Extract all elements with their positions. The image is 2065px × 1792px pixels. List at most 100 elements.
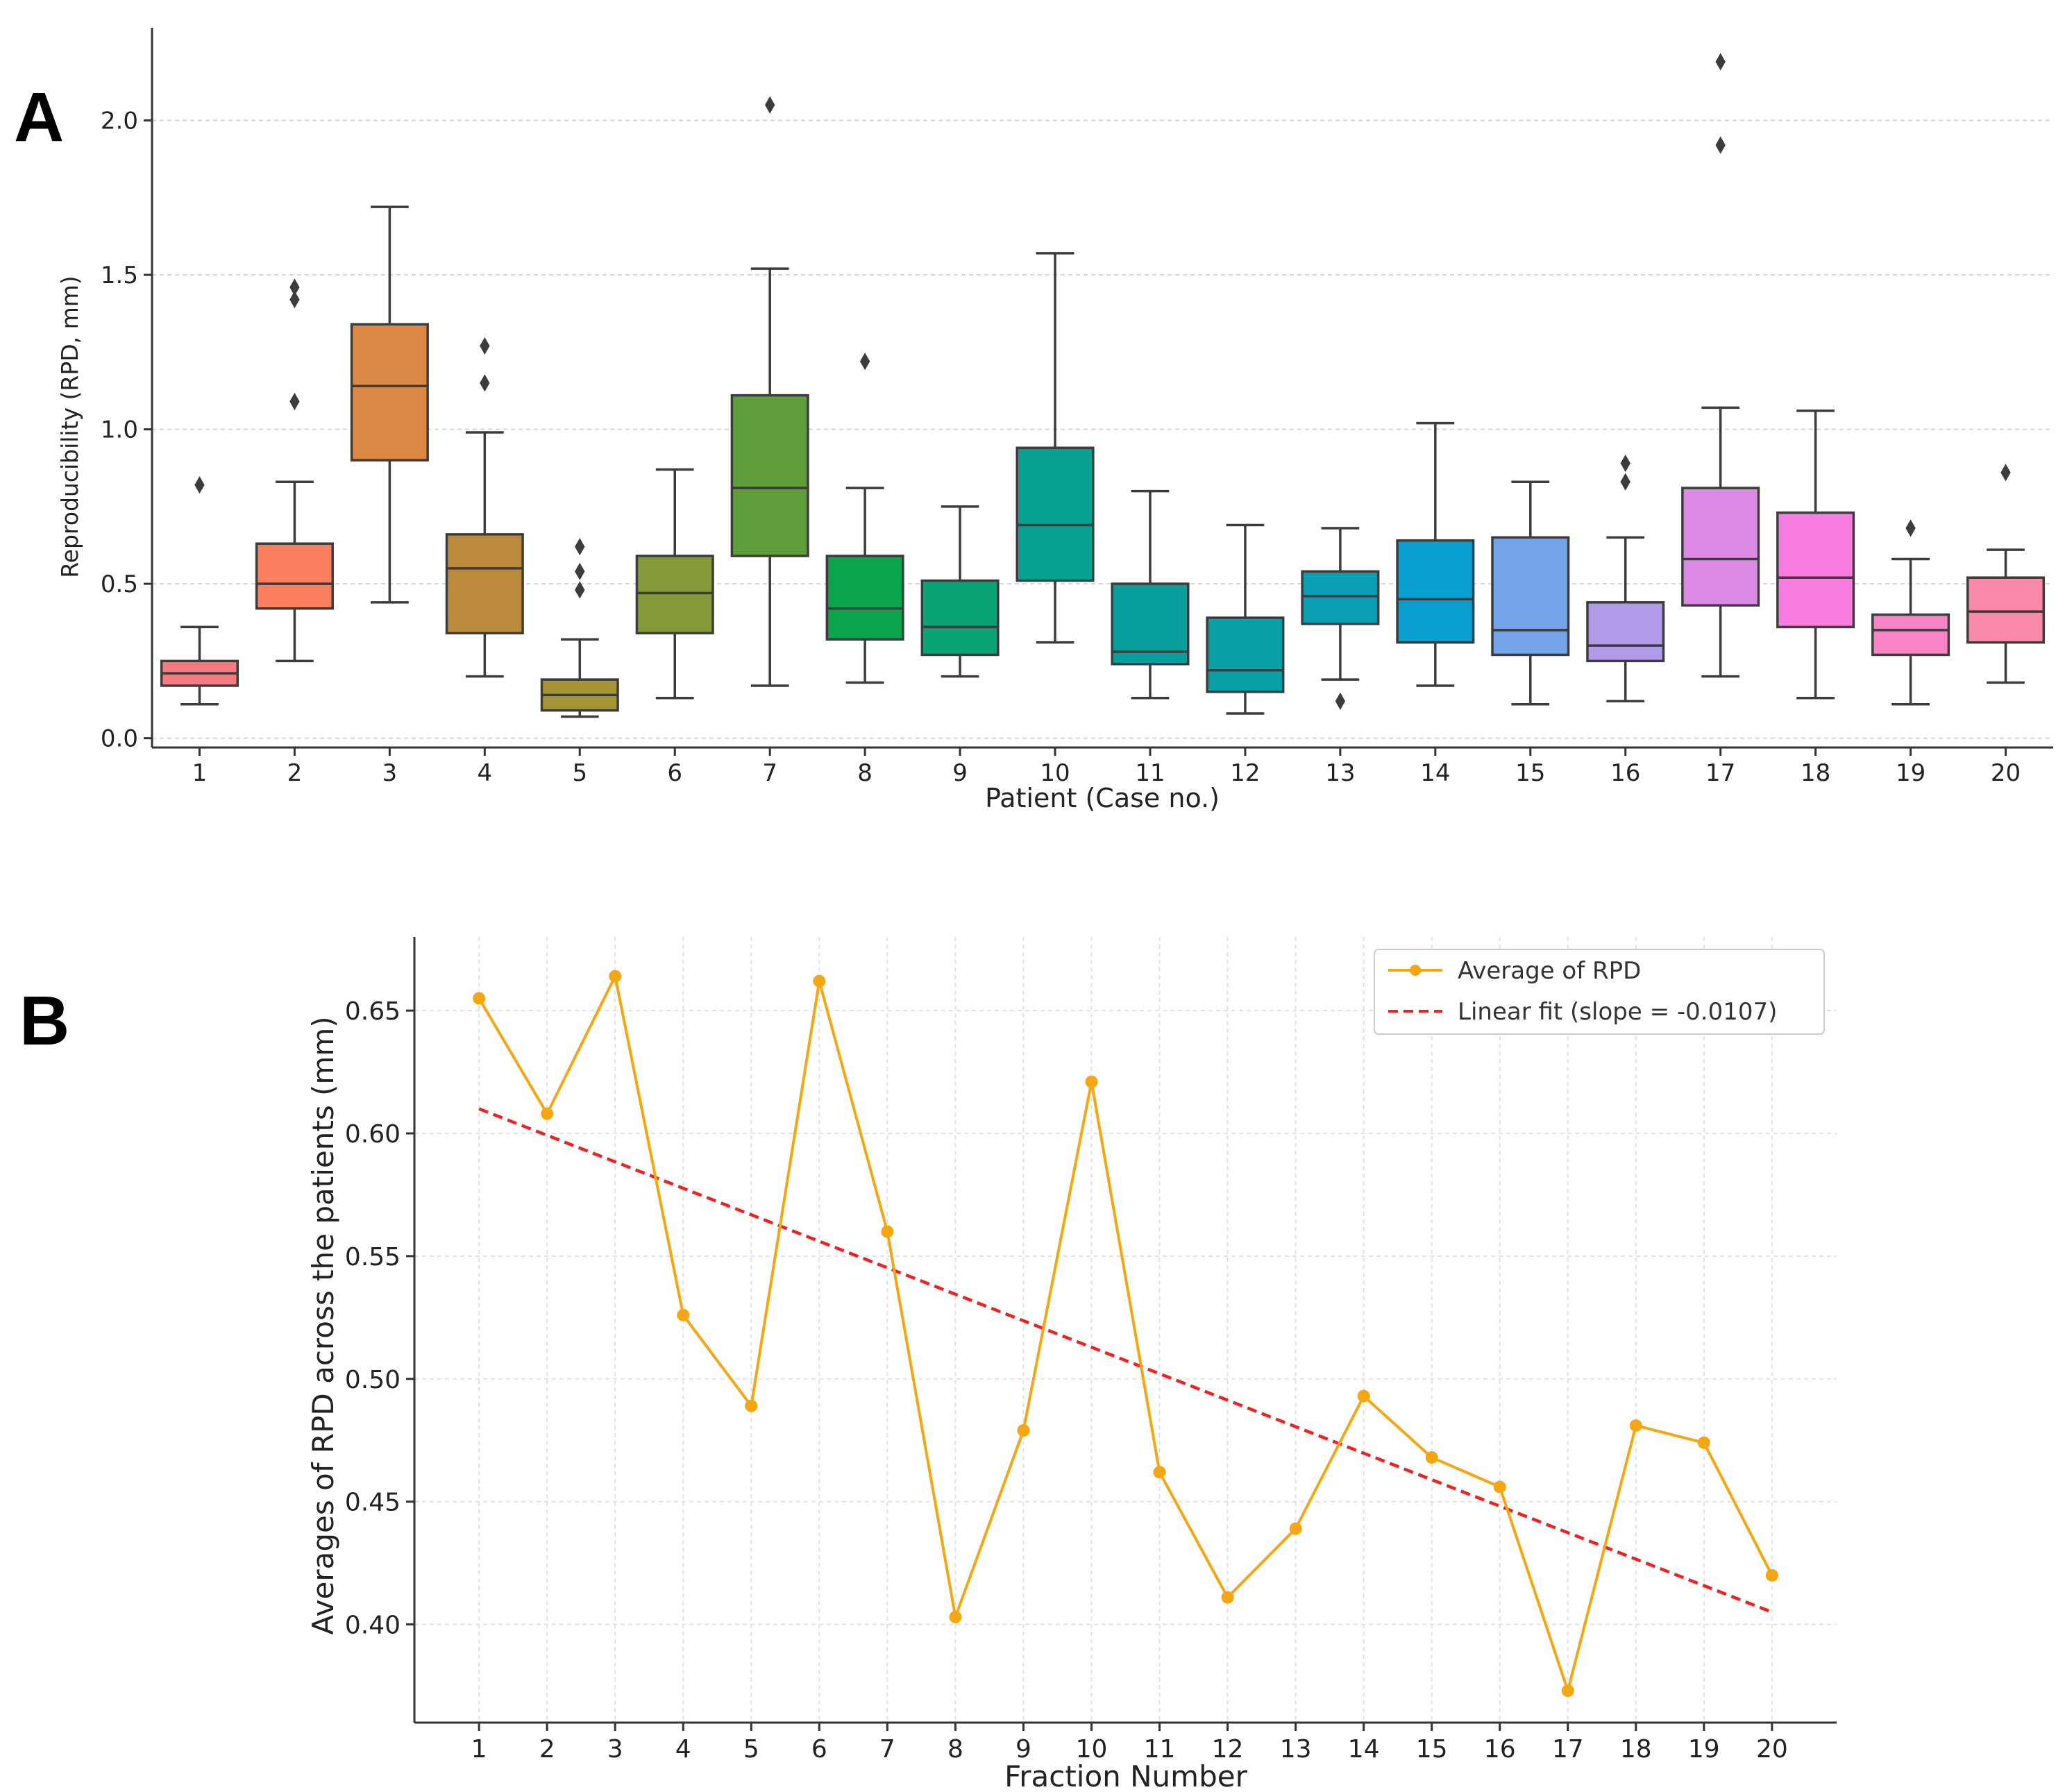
panel-a-x-tick-label: 3 bbox=[382, 759, 398, 787]
legend-frame bbox=[1374, 949, 1825, 1035]
box-patient-13 bbox=[1301, 527, 1380, 710]
box-iqr bbox=[825, 555, 904, 641]
panel-b-x-tick-label: 3 bbox=[607, 1735, 623, 1764]
box-iqr bbox=[1301, 570, 1380, 625]
box-iqr bbox=[1396, 539, 1475, 644]
panel-b-x-tick-label: 7 bbox=[879, 1735, 895, 1764]
panel-b-x-tick-label: 2 bbox=[539, 1735, 555, 1764]
box-outlier bbox=[194, 476, 205, 494]
legend-entry-linear-fit: Linear fit (slope = -0.0107) bbox=[1458, 998, 1777, 1026]
box-outlier bbox=[859, 353, 870, 371]
box-patient-4 bbox=[445, 337, 524, 678]
panel-b-x-tick-label: 17 bbox=[1552, 1735, 1584, 1764]
box-iqr bbox=[1966, 576, 2046, 644]
panel-b-y-tick-label: 0.65 bbox=[345, 997, 401, 1026]
average-rpd-point bbox=[1493, 1480, 1506, 1494]
panel-b-y-ticks: 0.40 0.45 0.50 0.55 0.60 0.65 bbox=[345, 997, 414, 1640]
average-rpd-point bbox=[1085, 1075, 1098, 1088]
box-patient-7 bbox=[730, 96, 809, 687]
box-iqr bbox=[1491, 536, 1570, 657]
panel-b-x-tick-label: 10 bbox=[1076, 1735, 1108, 1764]
box-iqr bbox=[1776, 512, 1855, 629]
average-rpd-line bbox=[478, 972, 1773, 1696]
panel-b-x-tick-label: 11 bbox=[1144, 1735, 1176, 1764]
box-patient-6 bbox=[635, 468, 714, 700]
panel-a-y-tick-label: 1.0 bbox=[101, 416, 138, 444]
box-iqr bbox=[255, 542, 334, 610]
box-outlier bbox=[1715, 136, 1726, 154]
panel-b-series-layer bbox=[473, 970, 1778, 1698]
panel-a-y-tick-label: 1.5 bbox=[101, 262, 138, 289]
panel-a-x-tick-label: 4 bbox=[478, 759, 493, 787]
box-patient-10 bbox=[1015, 252, 1095, 644]
panel-b-label: B bbox=[19, 982, 69, 1060]
box-outlier bbox=[1620, 473, 1630, 491]
linear-fit-line bbox=[478, 1107, 1773, 1614]
panel-b-x-tick-label: 9 bbox=[1015, 1735, 1031, 1764]
panel-a-boxes bbox=[160, 53, 2046, 718]
panel-b-x-tick-label: 4 bbox=[675, 1735, 691, 1764]
box-outlier bbox=[575, 562, 585, 580]
panel-b-x-tick-label: 1 bbox=[471, 1735, 487, 1764]
average-rpd-point bbox=[1561, 1684, 1574, 1698]
box-patient-5 bbox=[540, 538, 619, 718]
panel-a-x-tick-label: 15 bbox=[1515, 759, 1545, 787]
average-rpd-point bbox=[609, 970, 622, 983]
panel-a-x-tick-label: 6 bbox=[667, 759, 682, 787]
panel-a-x-tick-label: 18 bbox=[1801, 759, 1830, 787]
panel-b-x-tick-label: 6 bbox=[811, 1735, 827, 1764]
panel-b-y-tick-label: 0.45 bbox=[345, 1489, 401, 1517]
box-patient-17 bbox=[1681, 53, 1760, 678]
box-patient-2 bbox=[255, 278, 334, 663]
box-outlier bbox=[480, 337, 490, 355]
average-rpd-point bbox=[1629, 1419, 1642, 1432]
average-rpd-point bbox=[1221, 1591, 1234, 1604]
box-patient-20 bbox=[1966, 464, 2046, 684]
panel-a-x-tick-label: 11 bbox=[1135, 759, 1165, 787]
box-outlier bbox=[1905, 519, 1916, 537]
box-iqr bbox=[1871, 613, 1950, 657]
panel-b-x-ticks: 1 2 3 4 5 6 7 8 9 10 11 12 13 14 15 16 17 18 19 20 bbox=[471, 1723, 1788, 1764]
panel-a-x-ticks: 1 2 3 4 5 6 7 8 9 10 11 12 13 14 15 16 17 18 19 20 bbox=[192, 747, 2021, 787]
box-patient-16 bbox=[1586, 454, 1665, 702]
panel-b-x-axis-title: Fraction Number bbox=[1004, 1759, 1247, 1792]
average-rpd-point bbox=[677, 1308, 690, 1321]
average-rpd-point bbox=[541, 1107, 554, 1120]
panel-a-axes bbox=[151, 28, 2053, 749]
legend-marker-swatch bbox=[1410, 965, 1421, 976]
panel-b-fit-layer bbox=[478, 1107, 1773, 1614]
box-patient-19 bbox=[1871, 519, 1950, 706]
box-outlier bbox=[764, 96, 775, 114]
panel-a-y-axis-title: Reproducibility (RPD, mm) bbox=[56, 276, 83, 578]
box-iqr bbox=[445, 533, 524, 635]
box-outlier bbox=[289, 392, 300, 411]
panel-b-y-axis-title: Averages of RPD across the patients (mm) bbox=[306, 1016, 340, 1634]
panel-a-y-tick-label: 0.5 bbox=[101, 570, 138, 598]
box-outlier bbox=[1715, 53, 1726, 71]
panel-a-x-tick-label: 13 bbox=[1325, 759, 1355, 787]
panel-a-label: A bbox=[14, 78, 64, 156]
average-rpd-point bbox=[1153, 1466, 1166, 1479]
panel-a-boxplot: A 0.00.51.01.52.0 1 2 3 4 5 6 7 8 9 10 11 12 13 14 15 1… bbox=[14, 28, 2053, 813]
panel-a-x-tick-label: 7 bbox=[762, 759, 777, 787]
panel-a-x-tick-label: 2 bbox=[287, 759, 303, 787]
legend-entry-average: Average of RPD bbox=[1458, 957, 1641, 985]
panel-b-y-tick-label: 0.40 bbox=[345, 1612, 401, 1640]
box-iqr bbox=[1681, 487, 1760, 607]
panel-a-x-tick-label: 12 bbox=[1230, 759, 1260, 787]
box-outlier bbox=[1335, 692, 1346, 710]
panel-b-axes bbox=[413, 937, 1837, 1724]
average-rpd-point bbox=[881, 1225, 894, 1238]
panel-a-x-tick-label: 5 bbox=[572, 759, 587, 787]
box-iqr bbox=[1206, 616, 1285, 693]
panel-b-y-tick-label: 0.55 bbox=[345, 1243, 401, 1271]
box-patient-12 bbox=[1206, 523, 1285, 715]
box-iqr bbox=[730, 394, 809, 557]
box-outlier bbox=[2000, 464, 2011, 482]
box-outlier bbox=[289, 278, 300, 296]
box-iqr bbox=[350, 323, 429, 462]
panel-b-line-chart: B 0.400.450.500.550.600.65 1 2 3 4 5 6 7 8 9 10 11… bbox=[19, 937, 1837, 1792]
box-patient-15 bbox=[1491, 480, 1570, 706]
average-rpd-point bbox=[1765, 1569, 1778, 1582]
box-patient-11 bbox=[1111, 489, 1190, 700]
